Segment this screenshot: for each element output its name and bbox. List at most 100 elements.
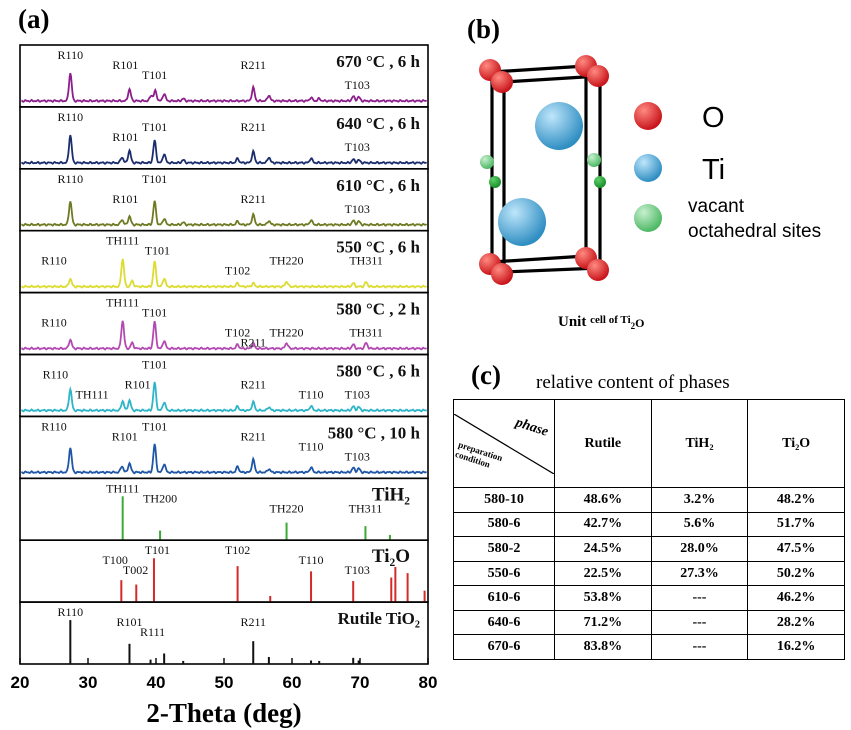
row-value: 3.2%: [650, 487, 749, 513]
legend-label: Ti: [702, 154, 725, 186]
x-tick-label: 50: [215, 673, 234, 692]
unit-cell: [479, 55, 609, 285]
xrd-panel: 610 °C , 6 h R110 R101 T101 R211 T103: [19, 168, 429, 232]
x-tick-label: 80: [419, 673, 438, 692]
peak-label: TH111: [106, 481, 139, 495]
vacant-site-atom: [489, 176, 501, 188]
table-body: 580-10 48.6% 3.2% 48.2% 580-6 42.7% 5.6% 51.7% 5…: [453, 487, 845, 660]
table-title: relative content of phases: [536, 372, 730, 393]
peak-label: T101: [145, 543, 170, 557]
x-tick-label: 60: [283, 673, 302, 692]
cell-edge: [491, 254, 587, 264]
table-row: 580-6 42.7% 5.6% 51.7%: [453, 511, 845, 538]
peak-label: R110: [41, 316, 67, 330]
peak-label: T103: [345, 449, 370, 463]
row-value: 48.2%: [747, 487, 845, 513]
peak-label: R110: [43, 368, 69, 382]
panel-condition-label: Rutile TiO₂: [338, 609, 420, 628]
peak-label: TH111: [76, 388, 109, 402]
peak-label: T101: [142, 358, 167, 372]
peak-label: T101: [142, 68, 167, 82]
peak-label: T101: [142, 120, 167, 134]
table-row: 610-6 53.8% --- 46.2%: [453, 585, 845, 611]
row-value: ---: [650, 609, 749, 636]
panel-condition-label: 610 °C , 6 h: [336, 176, 420, 195]
peak-label: T110: [299, 553, 324, 567]
diagonal-divider: [454, 413, 554, 474]
vacant-site-atom: [480, 155, 494, 169]
row-value: 51.7%: [747, 511, 845, 538]
panel-condition-label: TiH₂: [372, 484, 410, 505]
row-condition: 610-6: [453, 585, 555, 611]
row-value: 71.2%: [554, 609, 652, 636]
xrd-pattern-line: [20, 381, 428, 413]
peak-label: T101: [142, 172, 167, 186]
panel-condition-label: 550 °C , 6 h: [336, 238, 420, 257]
xrd-pattern-line: [20, 72, 428, 104]
peak-label: TH311: [349, 254, 383, 268]
panel-condition-label: 580 °C , 10 h: [328, 423, 421, 442]
peak-label: T103: [345, 78, 370, 92]
peak-label: T110: [299, 439, 324, 453]
x-axis-label: 2-Theta (deg): [146, 698, 301, 728]
xrd-panel: TiH₂ TH111 TH200 TH220 TH311: [19, 477, 429, 541]
xrd-pattern-line: [20, 443, 428, 475]
peak-label: R110: [58, 172, 84, 186]
row-condition: 670-6: [453, 634, 555, 660]
xrd-panel: 580 °C , 10 h R110 T101 R101 R211 T110 T103: [19, 415, 429, 480]
legend-label: O: [702, 102, 725, 134]
x-tick-label: 20: [11, 673, 30, 692]
peak-label: R101: [112, 192, 138, 206]
peak-label: R211: [240, 120, 266, 134]
peak-label: TH220: [270, 254, 304, 268]
peak-label: R101: [112, 130, 138, 144]
peak-label: T101: [145, 244, 170, 258]
row-value: 28.2%: [747, 609, 845, 636]
cell-edge: [491, 64, 587, 74]
row-value: 22.5%: [554, 560, 652, 587]
header-tih2: TiH₂: [650, 398, 749, 489]
panel-condition-label: 640 °C , 6 h: [336, 114, 420, 133]
row-value: 50.2%: [747, 560, 845, 587]
peak-label: R101: [116, 615, 142, 629]
peak-label: R110: [41, 419, 67, 433]
table-row: 670-6 83.8% --- 16.2%: [453, 634, 845, 660]
row-value: 28.0%: [650, 536, 749, 562]
ti-atom: [535, 102, 583, 150]
x-tick-label: 70: [351, 673, 370, 692]
vacant-site-atom: [587, 153, 601, 167]
row-value: 53.8%: [554, 585, 652, 611]
peak-label: TH311: [349, 326, 383, 340]
peak-label: R101: [125, 378, 151, 392]
unit-cell-caption: Unit cell of Ti2O: [558, 314, 644, 331]
peak-label: R211: [240, 378, 266, 392]
table-corner-cell: phase preparation condition: [453, 398, 555, 489]
peak-label: T110: [299, 388, 324, 402]
legend-swatch: [634, 102, 662, 130]
table-row: 640-6 71.2% --- 28.2%: [453, 609, 845, 636]
peak-label: R211: [240, 615, 266, 629]
peak-label: TH220: [270, 501, 304, 515]
legend-swatch: [634, 204, 662, 232]
peak-label: T102: [225, 264, 250, 278]
row-value: 16.2%: [747, 634, 845, 660]
row-value: 48.6%: [554, 487, 652, 513]
xrd-panel: 550 °C , 6 h TH111 T101 R110 T102 TH220 TH311: [19, 229, 429, 294]
peak-label: TH111: [106, 296, 139, 310]
xrd-pattern-line: [20, 134, 428, 165]
peak-label: T101: [142, 306, 167, 320]
xrd-pattern-line: [20, 258, 428, 289]
row-condition: 580-6: [453, 511, 555, 538]
peak-label: R211: [240, 58, 266, 72]
peak-label: R211: [240, 429, 266, 443]
peak-label: T100: [103, 553, 128, 567]
peak-label: TH311: [349, 501, 383, 515]
legend-label: vacant octahedral sites: [688, 196, 821, 242]
peak-label: T002: [123, 563, 148, 577]
o-atom: [491, 263, 513, 285]
row-value: ---: [650, 585, 749, 611]
peak-label: R101: [112, 58, 138, 72]
x-tick-label: 30: [79, 673, 98, 692]
